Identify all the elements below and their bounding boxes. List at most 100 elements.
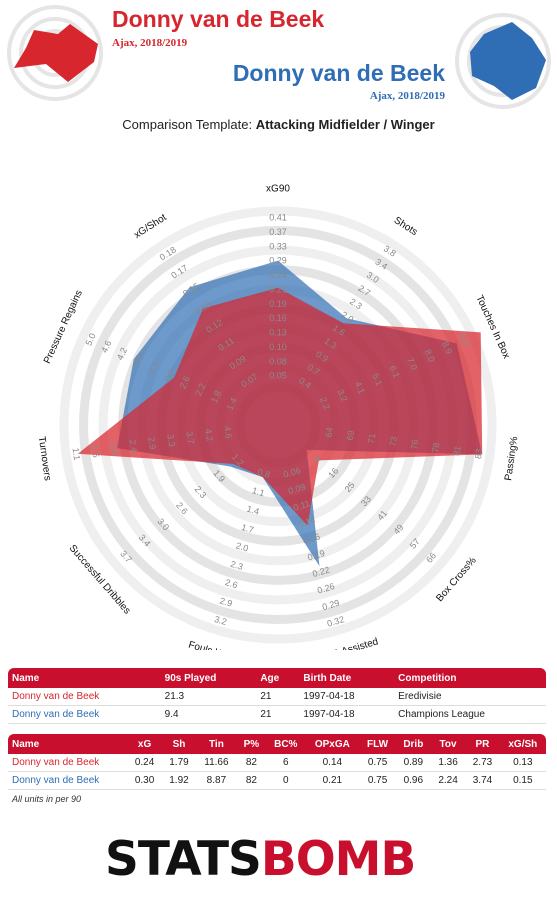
column-header: BC% <box>266 734 306 754</box>
table-cell: 82 <box>236 771 267 790</box>
column-header: Sh <box>161 734 197 754</box>
radar-tick-label: 2.2 <box>318 396 332 412</box>
table-cell: 2.73 <box>465 754 500 772</box>
radar-tick-label: 1.8 <box>209 389 223 405</box>
table-cell: Donny van de Beek <box>8 688 161 706</box>
table-cell: 8.87 <box>196 771 237 790</box>
radar-axis-label: Fouls Won <box>187 640 236 650</box>
radar-tick-label: 0.13 <box>269 328 287 338</box>
radar-tick-label: 1.4 <box>225 396 239 412</box>
radar-tick-label: 0.11 <box>292 498 311 512</box>
radar-tick-label: 0.16 <box>302 531 322 546</box>
template-name: Attacking Midfielder / Winger <box>255 117 435 132</box>
radar-ring <box>59 206 497 644</box>
radar-tick-label: 3.7 <box>184 431 196 445</box>
player1-name: Donny van de Beek <box>112 6 325 32</box>
radar-axis-label: Passing% <box>503 436 520 482</box>
radar-tick-label: 0.8 <box>256 467 271 480</box>
column-header: Age <box>256 668 300 688</box>
radar-tick-label: 4.2 <box>115 346 129 362</box>
radar-tick-label: 16 <box>326 466 340 480</box>
radar-tick-label: 0.05 <box>269 371 287 381</box>
table-cell: Donny van de Beek <box>8 705 161 724</box>
radar-tick-label: 83 <box>473 448 484 459</box>
radar-tick-label: 0.29 <box>269 256 287 266</box>
table-cell: Donny van de Beek <box>8 754 128 772</box>
player2-team-season: Ajax, 2018/2019 <box>369 90 445 102</box>
radar-tick-label: 57 <box>408 537 422 551</box>
radar-chart: 0.05 0.08 0.10 0.13 0.16 0.19 0.21 0.24 0.29 0.33… <box>36 184 521 650</box>
statsbomb-logo: STATSBOMB <box>105 832 416 888</box>
table-cell: 0.96 <box>395 771 431 790</box>
column-header: xG <box>127 734 162 754</box>
column-header: PR <box>465 734 500 754</box>
radar-tick-label: 1.7 <box>240 522 255 535</box>
radar-tick-label: 8.0 <box>423 348 437 364</box>
column-header: 90s Played <box>160 668 257 688</box>
table-row: Donny van de Beek 0.30 1.92 8.87 82 0 0.21 0.75… <box>8 771 546 790</box>
column-header: Tin <box>196 734 237 754</box>
radar-tick-label: 4.6 <box>222 425 234 439</box>
radar-tick-label: 2.3 <box>229 559 244 572</box>
radar-tick-label: 5.0 <box>83 332 97 348</box>
radar-tick-label: 5.1 <box>370 372 384 388</box>
table-cell: 1.36 <box>430 754 466 772</box>
radar-tick-label: 73 <box>388 436 399 447</box>
table-cell: Champions League <box>394 705 546 724</box>
radar-axis-label: xG90 <box>266 184 290 195</box>
radar-tick-label: 78 <box>430 442 441 453</box>
table-row: Donny van de Beek 21.3 21 1997-04-18 Eredivi… <box>8 688 546 706</box>
radar-tick-label: 81 <box>451 445 462 456</box>
player1-team-season: Ajax, 2018/2019 <box>112 37 188 49</box>
radar-tick-label: 3.2 <box>335 388 349 404</box>
table-cell: 0.75 <box>359 771 396 790</box>
radar-tick-label: 0.16 <box>269 313 287 323</box>
radar-tick-label: 33 <box>359 494 373 508</box>
radar-tick-label: 1.1 <box>251 485 266 498</box>
radar-tick-label: 0.14 <box>297 515 317 530</box>
comparison-template: Comparison Template: Attacking Midfielde… <box>0 117 557 132</box>
radar-tick-label: 2.9 <box>219 596 234 609</box>
table-cell: 0.89 <box>395 754 431 772</box>
radar-tick-label: 0.33 <box>269 241 287 251</box>
table-cell: 0.14 <box>305 754 360 772</box>
radar-tick-label: 2.6 <box>178 375 192 391</box>
player1-mini-radar-icon <box>7 5 103 101</box>
radar-axis-label: Shots <box>392 215 419 238</box>
column-header: Drib <box>395 734 431 754</box>
logo-part2: BOMB <box>260 832 416 887</box>
radar-tick-label: 1.4 <box>246 504 261 517</box>
radar-tick-label: 41 <box>375 508 389 522</box>
table-cell: 0.13 <box>499 754 546 772</box>
radar-tick-label: 0.26 <box>316 581 336 596</box>
units-note: All units in per 90 <box>12 794 82 804</box>
radar-tick-label: 0.10 <box>269 342 287 352</box>
column-header: Name <box>8 734 128 754</box>
radar-tick-label: 4.1 <box>353 380 367 396</box>
table-cell: 11.66 <box>196 754 237 772</box>
radar-tick-label: 8.9 <box>440 340 454 356</box>
table-row: Donny van de Beek 0.24 1.79 11.66 82 6 0.14 0.7… <box>8 754 546 772</box>
radar-tick-label: 0.29 <box>321 598 341 613</box>
template-label: Comparison Template: <box>122 117 256 132</box>
radar-tick-label: 0.24 <box>269 270 287 280</box>
radar-tick-label: 0.09 <box>287 482 307 497</box>
radar-tick-label: 76 <box>409 439 420 450</box>
table-cell: 21 <box>256 705 300 724</box>
radar-tick-label: 9.8 <box>457 332 471 348</box>
table-cell: Eredivisie <box>394 688 546 706</box>
column-header: FLW <box>359 734 396 754</box>
logo-part1: STATS <box>105 832 262 887</box>
column-header: xG/Sh <box>499 734 546 754</box>
table-cell: 0.30 <box>127 771 162 790</box>
radar-tick-label: 4.2 <box>203 428 215 442</box>
table-cell: 1.79 <box>161 754 197 772</box>
metrics-table: Name xG Sh Tin P% BC% OPxGA FLW Drib Tov PR xG/Sh D… <box>8 734 546 790</box>
column-header: Competition <box>394 668 546 688</box>
column-header: Name <box>8 668 161 688</box>
radar-tick-label: 7.0 <box>405 356 419 372</box>
info-table: Name 90s Played Age Birth Date Competition D… <box>8 668 546 724</box>
radar-tick-label: 4.6 <box>99 339 113 355</box>
table-cell: 21.3 <box>160 688 257 706</box>
table-cell: 9.4 <box>160 705 257 724</box>
